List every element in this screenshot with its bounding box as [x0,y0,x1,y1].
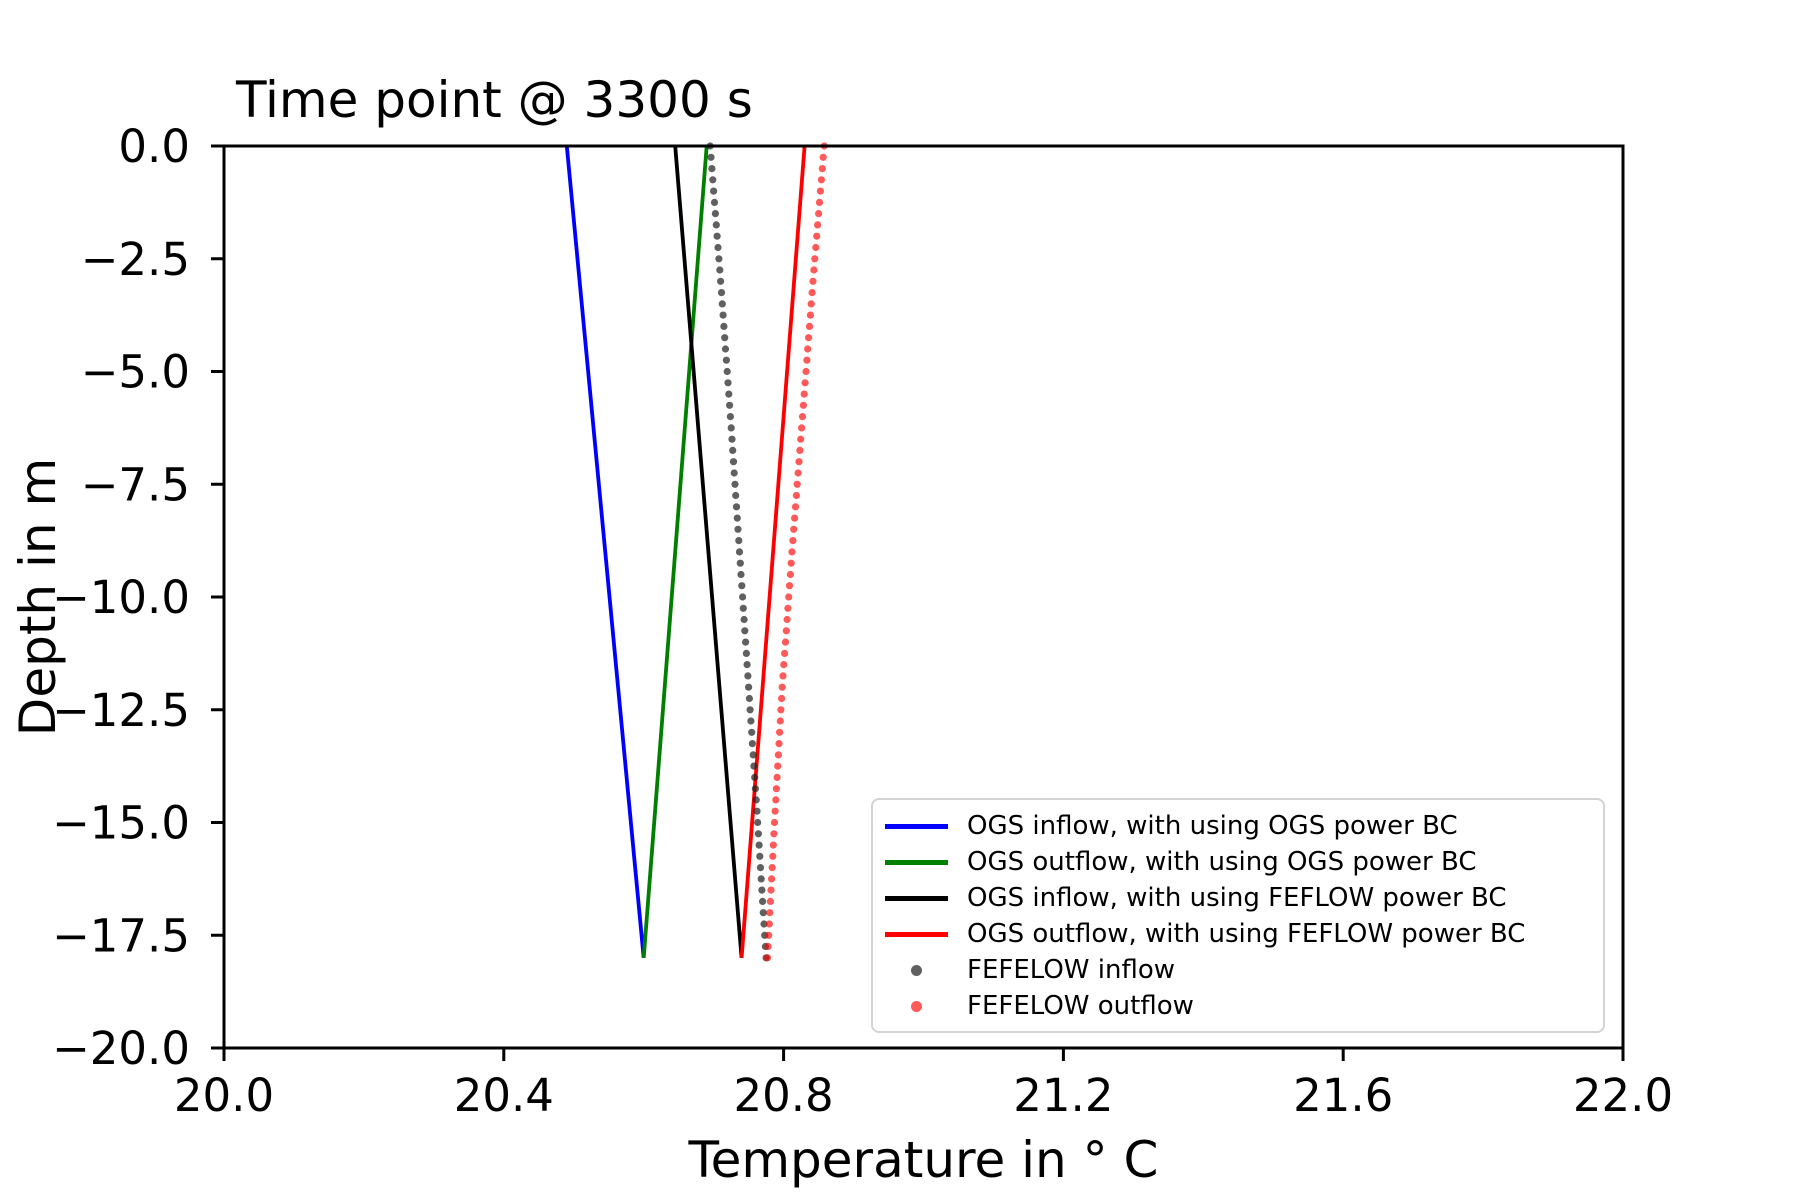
legend-item-fefelow-outflow: FEFELOW outflow [885,988,1603,1024]
svg-text:−20.0: −20.0 [52,1022,190,1075]
svg-text:−5.0: −5.0 [81,346,190,399]
x-axis-label: Temperature in ° C [688,1131,1159,1189]
legend-line-swatch [885,931,948,937]
svg-text:20.0: 20.0 [174,1069,274,1122]
svg-text:−17.5: −17.5 [52,909,190,962]
svg-text:21.2: 21.2 [1013,1069,1113,1122]
svg-text:21.6: 21.6 [1293,1069,1393,1122]
legend-item-ogs-inflow-feflow-power: OGS inflow, with using FEFLOW power BC [885,880,1603,916]
legend-label: FEFELOW outflow [967,991,1194,1021]
svg-text:20.8: 20.8 [733,1069,833,1122]
svg-text:−7.5: −7.5 [81,458,190,511]
legend-item-ogs-outflow-feflow-power: OGS outflow, with using FEFLOW power BC [885,916,1603,952]
legend-label: FEFELOW inflow [967,955,1176,985]
svg-text:22.0: 22.0 [1573,1069,1673,1122]
legend-label: OGS outflow, with using OGS power BC [967,847,1477,877]
svg-text:0.0: 0.0 [118,120,190,173]
legend: OGS inflow, with using OGS power BC OGS … [871,798,1605,1033]
legend-label: OGS inflow, with using FEFLOW power BC [967,883,1507,913]
legend-line-swatch [885,859,948,865]
legend-line-swatch [885,895,948,901]
legend-label: OGS inflow, with using OGS power BC [967,811,1458,841]
legend-item-fefelow-inflow: FEFELOW inflow [885,952,1603,988]
svg-text:−2.5: −2.5 [81,233,190,286]
svg-text:−15.0: −15.0 [52,797,190,850]
svg-text:−12.5: −12.5 [52,684,190,737]
legend-dot-swatch [885,964,948,976]
chart-title: Time point @ 3300 s [236,71,753,129]
y-axis-label: Depth in m [9,457,67,737]
legend-dot-swatch [885,1000,948,1012]
legend-item-ogs-inflow-ogs-power: OGS inflow, with using OGS power BC [885,808,1603,844]
legend-line-swatch [885,823,948,829]
legend-item-ogs-outflow-ogs-power: OGS outflow, with using OGS power BC [885,844,1603,880]
svg-text:−10.0: −10.0 [52,571,190,624]
legend-label: OGS outflow, with using FEFLOW power BC [967,919,1526,949]
svg-text:20.4: 20.4 [454,1069,554,1122]
